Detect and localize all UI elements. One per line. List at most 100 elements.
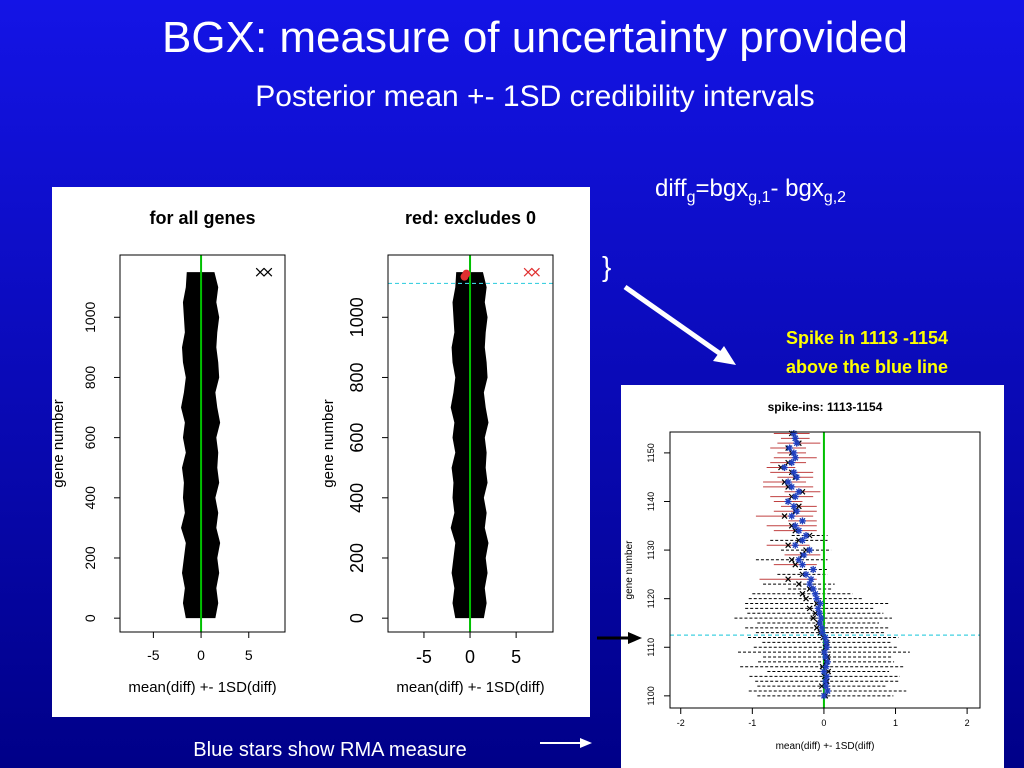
chart: spike-ins: 1113-1154 mean(diff) +- 1SD(di… xyxy=(624,400,981,752)
mean-marker xyxy=(523,267,533,277)
rma-star xyxy=(813,595,821,603)
mean-marker xyxy=(788,556,795,563)
x-tick-label: -5 xyxy=(147,647,160,663)
rma-star xyxy=(816,600,824,608)
formula-text: - bgx xyxy=(770,175,823,202)
rma-star xyxy=(793,507,801,515)
y-tick-label: 400 xyxy=(347,483,367,513)
mean-marker xyxy=(812,610,819,617)
formula-subscript: g,2 xyxy=(824,189,846,206)
rma-star xyxy=(788,483,796,491)
rma-star xyxy=(790,429,798,437)
y-tick-label: 600 xyxy=(347,423,367,453)
mean-marker xyxy=(785,576,792,583)
rma-star xyxy=(790,502,798,510)
rma-star xyxy=(802,532,810,539)
annotation: Spike in 1113 -1154 xyxy=(786,328,948,348)
plot-frame xyxy=(669,431,981,709)
rma-star xyxy=(821,648,829,656)
mean-marker xyxy=(792,561,799,568)
rma-star xyxy=(795,556,803,564)
rma-star xyxy=(798,536,806,544)
formula-text: =bgx xyxy=(696,175,749,202)
rma-star xyxy=(793,439,801,447)
rma-star xyxy=(807,575,815,583)
rma-star xyxy=(821,634,829,642)
plot-frame xyxy=(387,254,554,633)
y-tick-label: 400 xyxy=(82,486,98,510)
y-tick-label: 1000 xyxy=(347,297,367,337)
y-tick-label: 1130 xyxy=(646,540,656,559)
white-arrow xyxy=(623,284,736,365)
rma-star xyxy=(823,672,831,680)
rma-star xyxy=(822,682,830,690)
x-tick-label: 0 xyxy=(465,647,475,667)
rma-star xyxy=(806,546,814,554)
y-tick-label: 1140 xyxy=(646,492,656,511)
x-axis-label: mean(diff) +- 1SD(diff) xyxy=(776,741,875,752)
mean-marker xyxy=(795,581,802,588)
rma-star xyxy=(823,643,831,651)
plot-panel xyxy=(52,187,590,717)
rma-star xyxy=(795,527,803,535)
rma-star xyxy=(824,687,832,695)
x-tick-label: -5 xyxy=(416,647,432,667)
rma-star xyxy=(788,512,796,520)
rma-star xyxy=(791,541,799,549)
mean-marker xyxy=(263,267,273,277)
y-tick-label: 200 xyxy=(82,546,98,570)
rma-star xyxy=(809,585,817,593)
rma-star xyxy=(784,497,792,505)
y-tick-label: 800 xyxy=(82,366,98,390)
y-tick-label: 1110 xyxy=(646,638,656,657)
mean-marker xyxy=(806,605,813,612)
rma-star xyxy=(822,663,830,671)
rma-star xyxy=(791,434,799,442)
rma-star xyxy=(791,493,799,501)
rma-star xyxy=(800,551,808,559)
chart-title: red: excludes 0 xyxy=(405,208,536,228)
x-tick-label: 1 xyxy=(893,718,898,728)
rma-star xyxy=(784,478,792,486)
formula-subscript: g xyxy=(687,189,696,206)
mean-marker xyxy=(803,595,809,602)
brace: } xyxy=(602,251,611,282)
rma-star xyxy=(781,463,789,471)
black-arrow xyxy=(597,632,642,644)
mean-marker xyxy=(799,590,806,597)
chart: red: excludes 0 mean(diff) +- 1SD(diff) ge… xyxy=(320,208,554,696)
rma-star xyxy=(790,468,798,476)
mean-marker xyxy=(813,624,820,631)
mean-marker xyxy=(818,683,825,690)
rma-star xyxy=(818,629,826,637)
mean-marker xyxy=(810,615,817,622)
slide-subtitle: Posterior mean +- 1SD credibility interv… xyxy=(255,80,814,113)
x-tick-label: 2 xyxy=(965,718,970,728)
outlier-dot xyxy=(460,272,469,281)
rma-star xyxy=(824,658,832,666)
rma-star xyxy=(814,604,822,612)
chart-title: spike-ins: 1113-1154 xyxy=(768,400,883,414)
rma-star xyxy=(798,517,806,525)
mean-marker xyxy=(795,503,802,510)
rma-star xyxy=(790,449,798,457)
rma-star xyxy=(822,638,830,646)
rma-star xyxy=(788,459,796,467)
y-tick-label: 800 xyxy=(347,362,367,392)
formula-subscript: g,1 xyxy=(748,189,770,206)
x-axis-label: mean(diff) +- 1SD(diff) xyxy=(396,679,544,696)
rma-star xyxy=(816,609,824,617)
footer: Blue stars show RMA measure xyxy=(193,739,466,761)
rma-star xyxy=(821,677,829,685)
y-tick-label: 0 xyxy=(347,613,367,623)
rma-star xyxy=(816,619,824,627)
y-tick-label: 1100 xyxy=(646,686,656,705)
x-tick-label: -1 xyxy=(748,718,756,728)
formula: diffg=bgxg,1- bgxg,2 xyxy=(655,175,846,206)
y-axis-label: gene number xyxy=(320,399,337,487)
rma-star xyxy=(786,444,794,452)
x-tick-label: 5 xyxy=(245,647,253,663)
rma-star xyxy=(806,580,814,588)
x-tick-label: 0 xyxy=(197,647,205,663)
